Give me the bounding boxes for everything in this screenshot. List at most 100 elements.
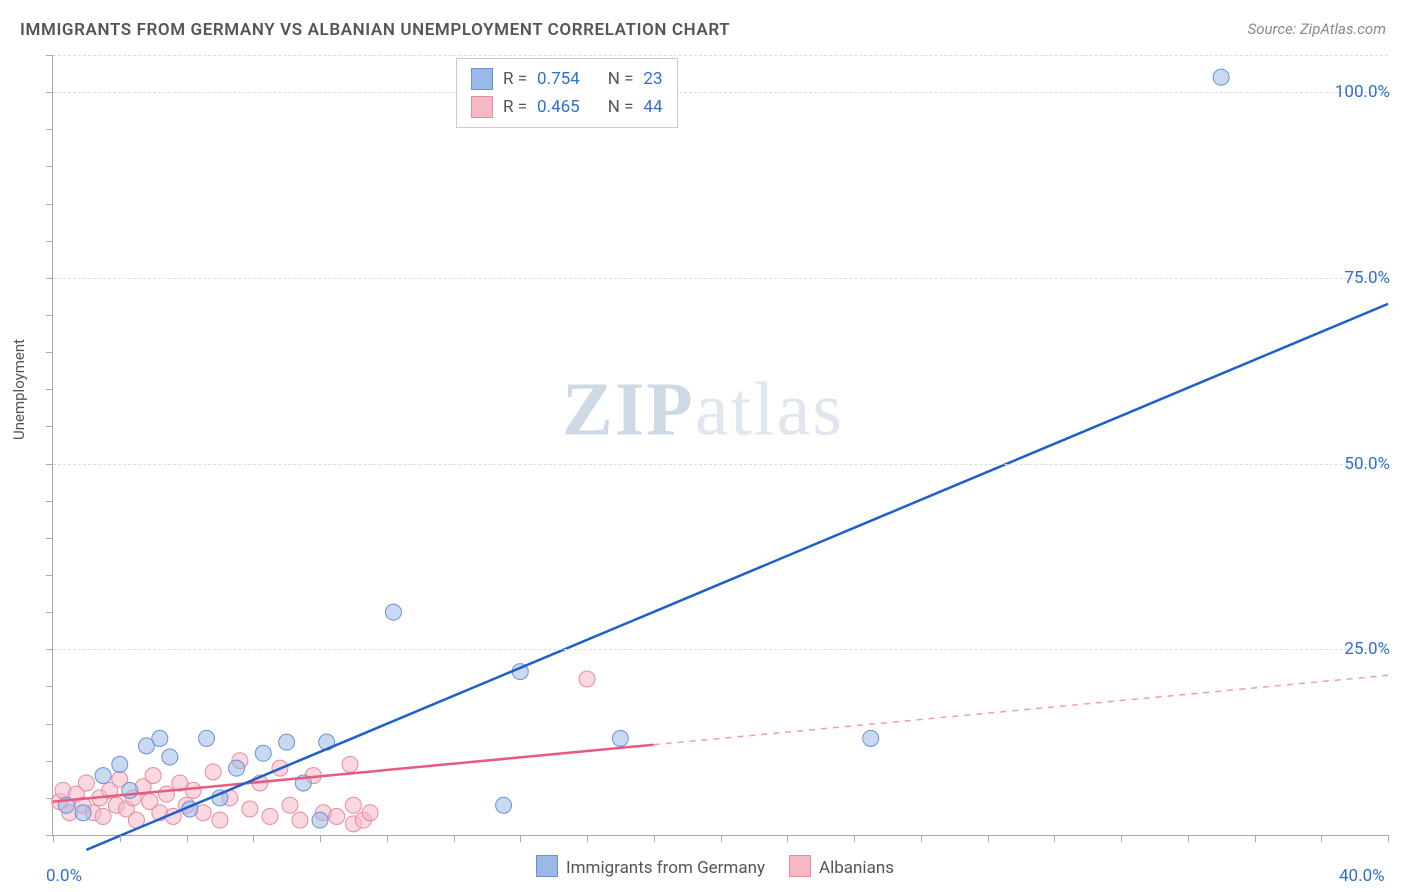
regression-line	[86, 304, 1388, 850]
y-tick	[46, 798, 53, 799]
x-tick	[53, 835, 54, 842]
legend-n-label: N =	[608, 65, 634, 93]
data-point	[612, 730, 628, 746]
data-point	[496, 797, 512, 813]
y-tick	[46, 464, 53, 465]
x-tick	[721, 835, 722, 842]
x-tick	[587, 835, 588, 842]
data-point	[279, 734, 295, 750]
data-point	[145, 768, 161, 784]
y-axis-value: 75.0%	[1344, 268, 1390, 288]
y-axis-value: 100.0%	[1335, 82, 1390, 102]
x-tick	[1255, 835, 1256, 842]
legend-series: Immigrants from Germany Albanians	[0, 855, 1406, 878]
x-tick	[1321, 835, 1322, 842]
x-tick	[187, 835, 188, 842]
data-point	[1213, 69, 1229, 85]
y-axis-value: 50.0%	[1344, 454, 1390, 474]
y-tick	[46, 724, 53, 725]
x-tick	[654, 835, 655, 842]
legend-swatch	[471, 96, 493, 118]
data-point	[282, 797, 298, 813]
y-tick	[46, 686, 53, 687]
x-tick	[387, 835, 388, 842]
legend-r-label: R =	[503, 93, 527, 121]
y-tick	[46, 538, 53, 539]
data-point	[312, 812, 328, 828]
data-point	[255, 745, 271, 761]
legend-n-label: N =	[608, 93, 634, 121]
data-point	[579, 671, 595, 687]
y-tick	[46, 352, 53, 353]
legend-r-value: 0.754	[537, 65, 580, 93]
x-tick	[1188, 835, 1189, 842]
y-tick	[46, 166, 53, 167]
x-tick	[787, 835, 788, 842]
x-tick	[1388, 835, 1389, 842]
data-point	[158, 786, 174, 802]
y-tick	[46, 315, 53, 316]
legend-swatch	[789, 855, 811, 877]
legend-swatch	[471, 68, 493, 90]
data-point	[152, 730, 168, 746]
chart-title: IMMIGRANTS FROM GERMANY VS ALBANIAN UNEM…	[20, 20, 730, 40]
x-tick	[320, 835, 321, 842]
data-point	[242, 801, 258, 817]
y-tick	[46, 612, 53, 613]
y-axis-label: Unemployment	[10, 339, 28, 440]
y-tick	[46, 278, 53, 279]
data-point	[75, 805, 91, 821]
data-point	[185, 782, 201, 798]
legend-label: Albanians	[819, 858, 894, 878]
legend-label: Immigrants from Germany	[566, 858, 765, 878]
chart-svg	[53, 55, 1388, 835]
legend-r-label: R =	[503, 65, 527, 93]
source-attribution: Source: ZipAtlas.com	[1248, 20, 1386, 38]
gridline	[53, 464, 1388, 465]
x-tick	[988, 835, 989, 842]
data-point	[95, 808, 111, 824]
data-point	[95, 768, 111, 784]
x-tick	[854, 835, 855, 842]
data-point	[292, 812, 308, 828]
y-tick	[46, 575, 53, 576]
data-point	[162, 749, 178, 765]
data-point	[229, 760, 245, 776]
y-tick	[46, 649, 53, 650]
x-tick	[1121, 835, 1122, 842]
data-point	[262, 808, 278, 824]
x-tick	[1054, 835, 1055, 842]
data-point	[78, 775, 94, 791]
legend-row: R = 0.754 N = 23	[471, 65, 663, 93]
y-tick	[46, 835, 53, 836]
x-axis-value: 0.0%	[46, 866, 82, 886]
data-point	[385, 604, 401, 620]
legend-swatch	[536, 855, 558, 877]
data-point	[345, 797, 361, 813]
data-point	[342, 756, 358, 772]
x-tick	[454, 835, 455, 842]
x-tick	[120, 835, 121, 842]
regression-line-dashed	[654, 675, 1388, 744]
data-point	[863, 730, 879, 746]
data-point	[205, 764, 221, 780]
legend-row: R = 0.465 N = 44	[471, 93, 663, 121]
y-tick	[46, 761, 53, 762]
x-tick	[520, 835, 521, 842]
y-tick	[46, 389, 53, 390]
data-point	[329, 808, 345, 824]
gridline	[53, 92, 1388, 93]
y-tick	[46, 241, 53, 242]
x-tick	[253, 835, 254, 842]
legend-n-value: 23	[643, 65, 662, 93]
legend-n-value: 44	[643, 93, 662, 121]
legend-r-value: 0.465	[537, 93, 580, 121]
gridline	[53, 278, 1388, 279]
plot-area	[52, 55, 1388, 836]
y-tick	[46, 92, 53, 93]
data-point	[362, 805, 378, 821]
data-point	[112, 756, 128, 772]
x-axis-value: 40.0%	[1339, 866, 1385, 886]
x-tick	[921, 835, 922, 842]
legend-correlation: R = 0.754 N = 23 R = 0.465 N = 44	[456, 58, 678, 128]
